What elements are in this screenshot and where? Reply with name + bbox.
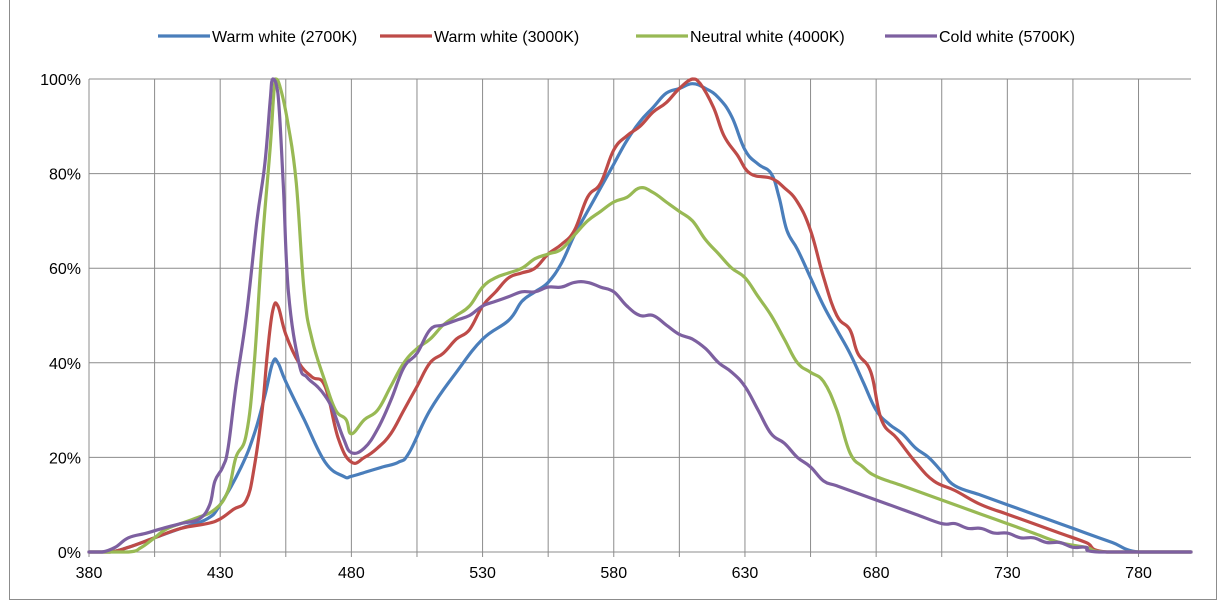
x-tick-label: 780 <box>1125 565 1152 582</box>
legend-label-neutral-white-4000k: Neutral white (4000K) <box>690 29 845 46</box>
series-line-cold-white-5700k <box>87 77 1193 554</box>
x-tick-label: 530 <box>469 565 496 582</box>
y-tick-label: 40% <box>49 356 81 373</box>
legend: Warm white (2700K) Warm white (3000K) Neut… <box>158 29 1075 46</box>
series-line-warm-white-2700k <box>87 82 1193 554</box>
x-tick-label: 680 <box>863 565 890 582</box>
series-line-warm-white-3000k <box>87 77 1193 554</box>
line-chart: 0% 20% 40% 60% 80% 100% 380 430 480 530 580 630 680 7… <box>40 29 1193 582</box>
y-tick-label: 0% <box>58 545 81 562</box>
x-tick-label: 730 <box>994 565 1021 582</box>
x-tick-label: 430 <box>207 565 234 582</box>
x-tick-label: 380 <box>76 565 103 582</box>
series-line-neutral-white-4000k <box>87 77 1193 554</box>
legend-label-cold-white-5700k: Cold white (5700K) <box>939 29 1075 46</box>
series-lines <box>87 77 1193 554</box>
legend-label-warm-white-3000k: Warm white (3000K) <box>434 29 579 46</box>
x-tick-label: 580 <box>600 565 627 582</box>
y-tick-label: 100% <box>40 72 81 89</box>
legend-label-warm-white-2700k: Warm white (2700K) <box>212 29 357 46</box>
axes: 0% 20% 40% 60% 80% 100% 380 430 480 530 580 630 680 7… <box>40 72 1191 582</box>
y-tick-label: 60% <box>49 261 81 278</box>
y-tick-label: 20% <box>49 450 81 467</box>
x-tick-label: 480 <box>338 565 365 582</box>
x-tick-label: 630 <box>732 565 759 582</box>
chart-frame: 0% 20% 40% 60% 80% 100% 380 430 480 530 580 630 680 7… <box>9 0 1217 600</box>
y-tick-label: 80% <box>49 167 81 184</box>
